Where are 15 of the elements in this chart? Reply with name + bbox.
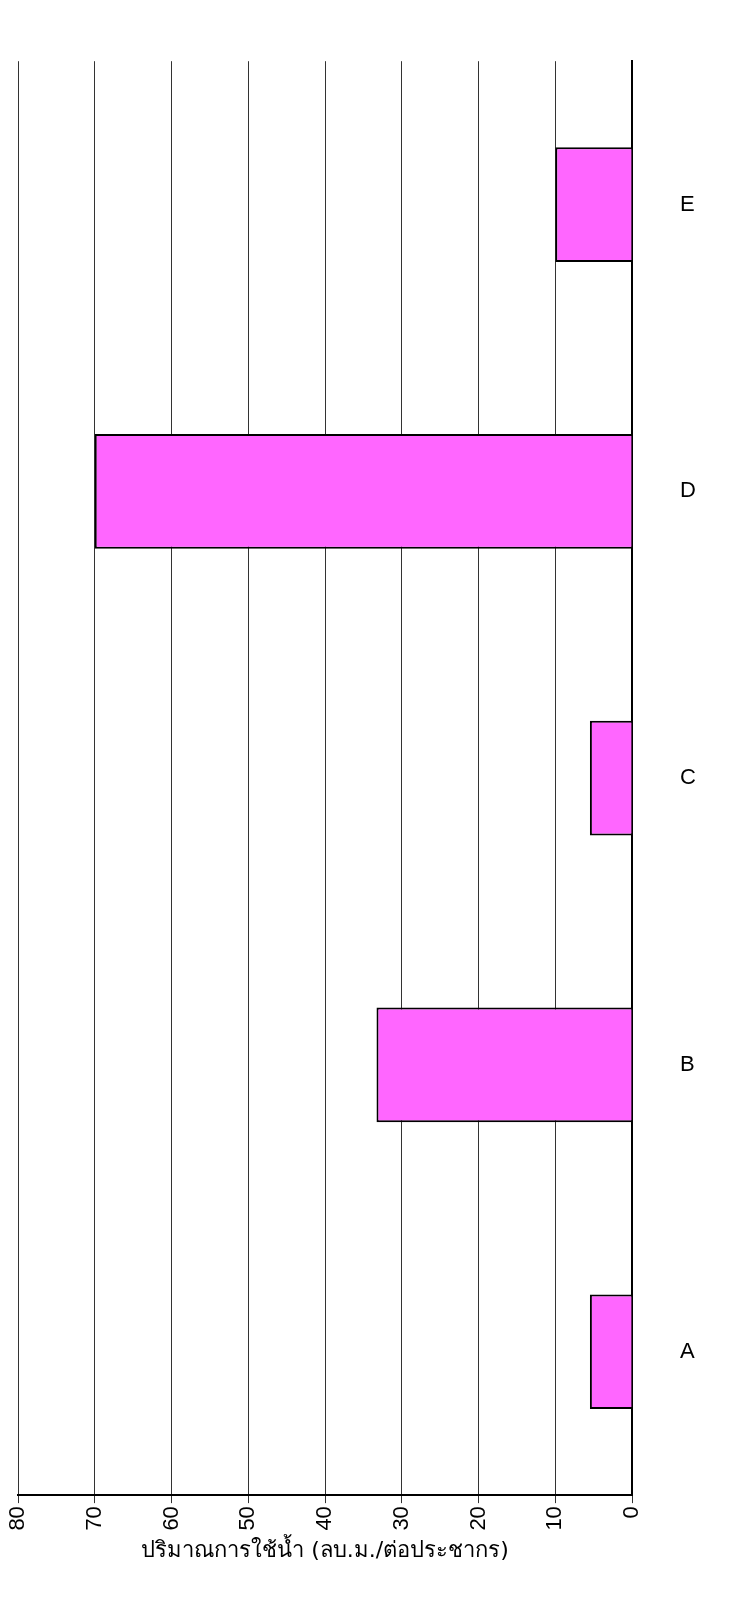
- x-tick-label: 40: [311, 1506, 337, 1531]
- x-tick-label: 20: [464, 1506, 490, 1531]
- x-tick-label: 0: [618, 1506, 644, 1519]
- y-tick-label: E: [680, 190, 695, 216]
- y-tick-label: D: [680, 477, 696, 503]
- y-tick-label: B: [680, 1051, 695, 1077]
- x-tick-label: 80: [4, 1506, 30, 1531]
- y-tick-label: A: [680, 1337, 696, 1363]
- x-axis-title: ปริมาณการใช้น้ำ (ลบ.ม./ต่อประชากร): [141, 1533, 509, 1562]
- x-tick-label: 50: [234, 1506, 260, 1531]
- x-tick-label: 60: [157, 1506, 183, 1531]
- y-tick-label: C: [680, 764, 697, 790]
- x-tick-label: 30: [387, 1506, 413, 1531]
- x-tick-label: 70: [80, 1506, 106, 1531]
- x-tick-label: 10: [541, 1506, 567, 1531]
